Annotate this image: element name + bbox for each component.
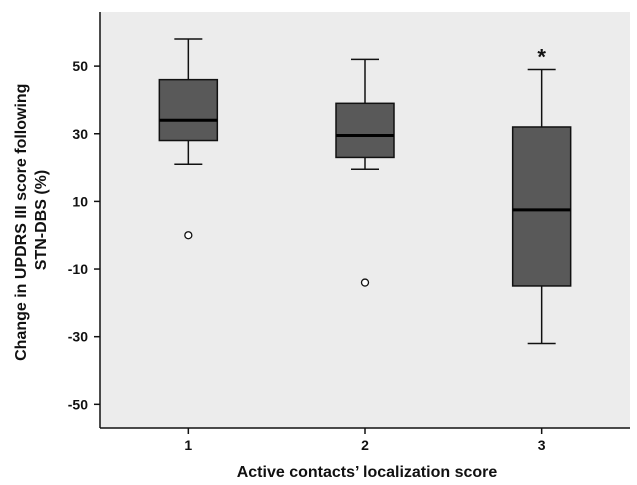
y-tick-label: 30: [72, 126, 88, 142]
box-1: [158, 38, 219, 240]
y-tick-label: -10: [68, 261, 88, 277]
y-axis-title-line-1: Change in UPDRS III score following: [13, 84, 30, 361]
y-tick-label: -30: [68, 329, 88, 345]
y-axis-title: Change in UPDRS III score following STN-…: [13, 79, 50, 361]
outlier-point: [360, 278, 370, 287]
boxes-group: *: [158, 38, 572, 345]
x-axis-title: Active contacts’ localization score: [237, 464, 498, 481]
outlier-point: [184, 231, 193, 240]
y-tick-label: -50: [68, 396, 88, 412]
x-tick-label: 2: [361, 437, 369, 453]
extreme-point: *: [537, 44, 546, 69]
iqr-box: [511, 126, 572, 287]
box-2: [335, 58, 395, 287]
x-axis-ticks: 1 2 3: [184, 428, 546, 453]
iqr-box: [335, 102, 395, 159]
x-tick-label: 1: [184, 437, 192, 453]
y-axis-ticks: 50 30 10 -10 -30 -50: [68, 58, 100, 412]
box-3: *: [511, 44, 572, 345]
x-tick-label: 3: [538, 437, 546, 453]
y-tick-label: 50: [72, 58, 88, 74]
iqr-box: [158, 78, 219, 142]
y-axis-title-line-2: STN-DBS (%): [33, 170, 50, 270]
y-tick-label: 10: [72, 193, 88, 209]
